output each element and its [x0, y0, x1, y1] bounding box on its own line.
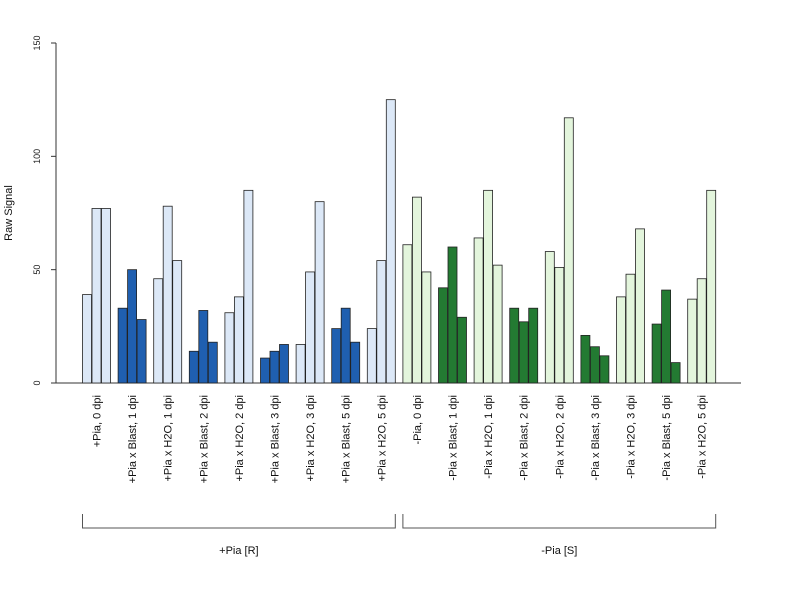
bar: [616, 296, 626, 384]
bar: [188, 350, 199, 384]
bar: [563, 117, 574, 384]
bar: [233, 296, 244, 384]
group-label: -Pia [S]: [541, 545, 577, 557]
bar: [473, 237, 484, 384]
bar: [509, 307, 520, 384]
y-tick-label: 150: [32, 35, 42, 50]
bar: [411, 196, 422, 384]
bar: [696, 278, 707, 384]
category-label: +Pia x Blast, 5 dpi: [341, 395, 353, 483]
bar: [590, 346, 600, 384]
bar: [269, 350, 280, 384]
category-label: -Pia x H2O, 5 dpi: [697, 395, 709, 479]
bar: [305, 271, 316, 384]
bar: [625, 273, 636, 384]
bar: [651, 323, 662, 384]
bar: [350, 341, 361, 384]
group-bracket: [402, 514, 717, 529]
category-label: -Pia, 0 dpi: [412, 395, 424, 445]
category-label: -Pia x Blast, 3 dpi: [590, 395, 602, 481]
group-bracket: [82, 514, 396, 529]
bar: [260, 357, 270, 384]
bar: [331, 328, 342, 384]
bar: [518, 321, 529, 384]
group-label: +Pia [R]: [219, 545, 258, 557]
bar: [127, 269, 137, 384]
bars: [82, 99, 717, 384]
bar: [82, 294, 92, 384]
bar: [580, 334, 591, 384]
bar: [295, 344, 306, 384]
bar: [198, 310, 209, 384]
y-tick-label: 100: [32, 149, 42, 164]
bar: [340, 307, 351, 384]
bar: [599, 355, 610, 384]
category-label: -Pia x Blast, 2 dpi: [519, 395, 531, 481]
category-label: +Pia x H2O, 1 dpi: [163, 395, 175, 482]
bar: [376, 260, 387, 384]
bar: [136, 319, 147, 384]
bar: [438, 287, 448, 384]
bar: [447, 246, 458, 384]
bar: [117, 307, 128, 384]
y-tick-label: 50: [32, 265, 42, 275]
category-label: -Pia x Blast, 1 dpi: [448, 395, 460, 481]
bar: [635, 228, 645, 384]
bar: [687, 298, 698, 384]
category-label: -Pia x H2O, 3 dpi: [626, 395, 638, 479]
bar: [385, 99, 396, 384]
category-label: +Pia x H2O, 3 dpi: [305, 395, 317, 482]
bar: [661, 289, 671, 384]
bar: [224, 312, 235, 384]
category-labels: +Pia, 0 dpi +Pia x Blast, 1 dpi +Pia x H2O…: [92, 395, 709, 483]
bar: [314, 201, 325, 384]
category-label: +Pia x H2O, 5 dpi: [376, 395, 388, 482]
bar: [706, 189, 717, 384]
group-brackets: +Pia [R] -Pia [S]: [82, 514, 717, 557]
bar: [402, 244, 413, 384]
y-axis-label: Raw Signal: [3, 185, 15, 241]
bar: [554, 266, 565, 384]
bar: [172, 260, 183, 384]
category-label: -Pia x H2O, 2 dpi: [554, 395, 566, 479]
category-label: +Pia x Blast, 1 dpi: [127, 395, 139, 483]
bar: [243, 189, 254, 384]
bar: [670, 362, 681, 384]
bar: [528, 307, 539, 384]
bar: [207, 341, 218, 384]
bar: [153, 278, 164, 384]
y-axis-ticks: 0 50 100 150: [32, 35, 56, 386]
category-label: +Pia, 0 dpi: [92, 395, 104, 447]
y-tick-label: 0: [32, 380, 42, 385]
category-label: +Pia x Blast, 2 dpi: [198, 395, 210, 483]
category-label: -Pia x Blast, 5 dpi: [661, 395, 673, 481]
bar: [162, 205, 173, 384]
bar: [101, 208, 111, 384]
category-label: +Pia x H2O, 2 dpi: [234, 395, 246, 482]
bar: [457, 316, 467, 384]
bar: [544, 251, 555, 384]
category-label: +Pia x Blast, 3 dpi: [270, 395, 282, 483]
bar: [483, 189, 494, 384]
bar: [421, 271, 432, 384]
bar: [492, 264, 503, 384]
bar: [366, 328, 377, 384]
bar: [91, 208, 102, 384]
category-label: -Pia x H2O, 1 dpi: [483, 395, 495, 479]
bar: [279, 344, 289, 384]
